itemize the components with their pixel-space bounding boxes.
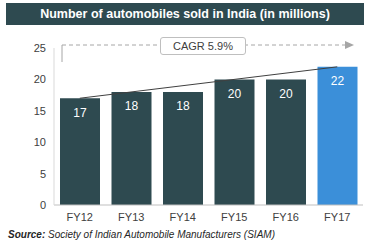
svg-text:FY15: FY15 <box>221 211 247 223</box>
svg-text:FY13: FY13 <box>118 211 144 223</box>
svg-text:20: 20 <box>34 73 46 85</box>
svg-text:10: 10 <box>34 136 46 148</box>
html-text:CAGR 5.9%: CAGR 5.9% <box>173 40 233 52</box>
svg-text:FY16: FY16 <box>273 211 299 223</box>
svg-text:18: 18 <box>125 99 139 113</box>
svg-text:20: 20 <box>279 87 293 101</box>
svg-text:FY17: FY17 <box>324 211 350 223</box>
html-text:Number of automobiles sold in: Number of automobiles sold in India (in … <box>40 7 330 21</box>
svg-text:5: 5 <box>40 168 46 180</box>
html-text:Source: Society of Indian Auto: Source: Society of Indian Automobile Man… <box>8 229 275 240</box>
svg-text:25: 25 <box>34 42 46 54</box>
svg-text:15: 15 <box>34 105 46 117</box>
svg-text:0: 0 <box>40 199 46 211</box>
svg-text:17: 17 <box>73 106 87 120</box>
svg-text:22: 22 <box>331 74 345 88</box>
svg-text:FY14: FY14 <box>170 211 196 223</box>
svg-text:20: 20 <box>228 87 242 101</box>
svg-text:18: 18 <box>176 99 190 113</box>
svg-text:FY12: FY12 <box>67 211 93 223</box>
